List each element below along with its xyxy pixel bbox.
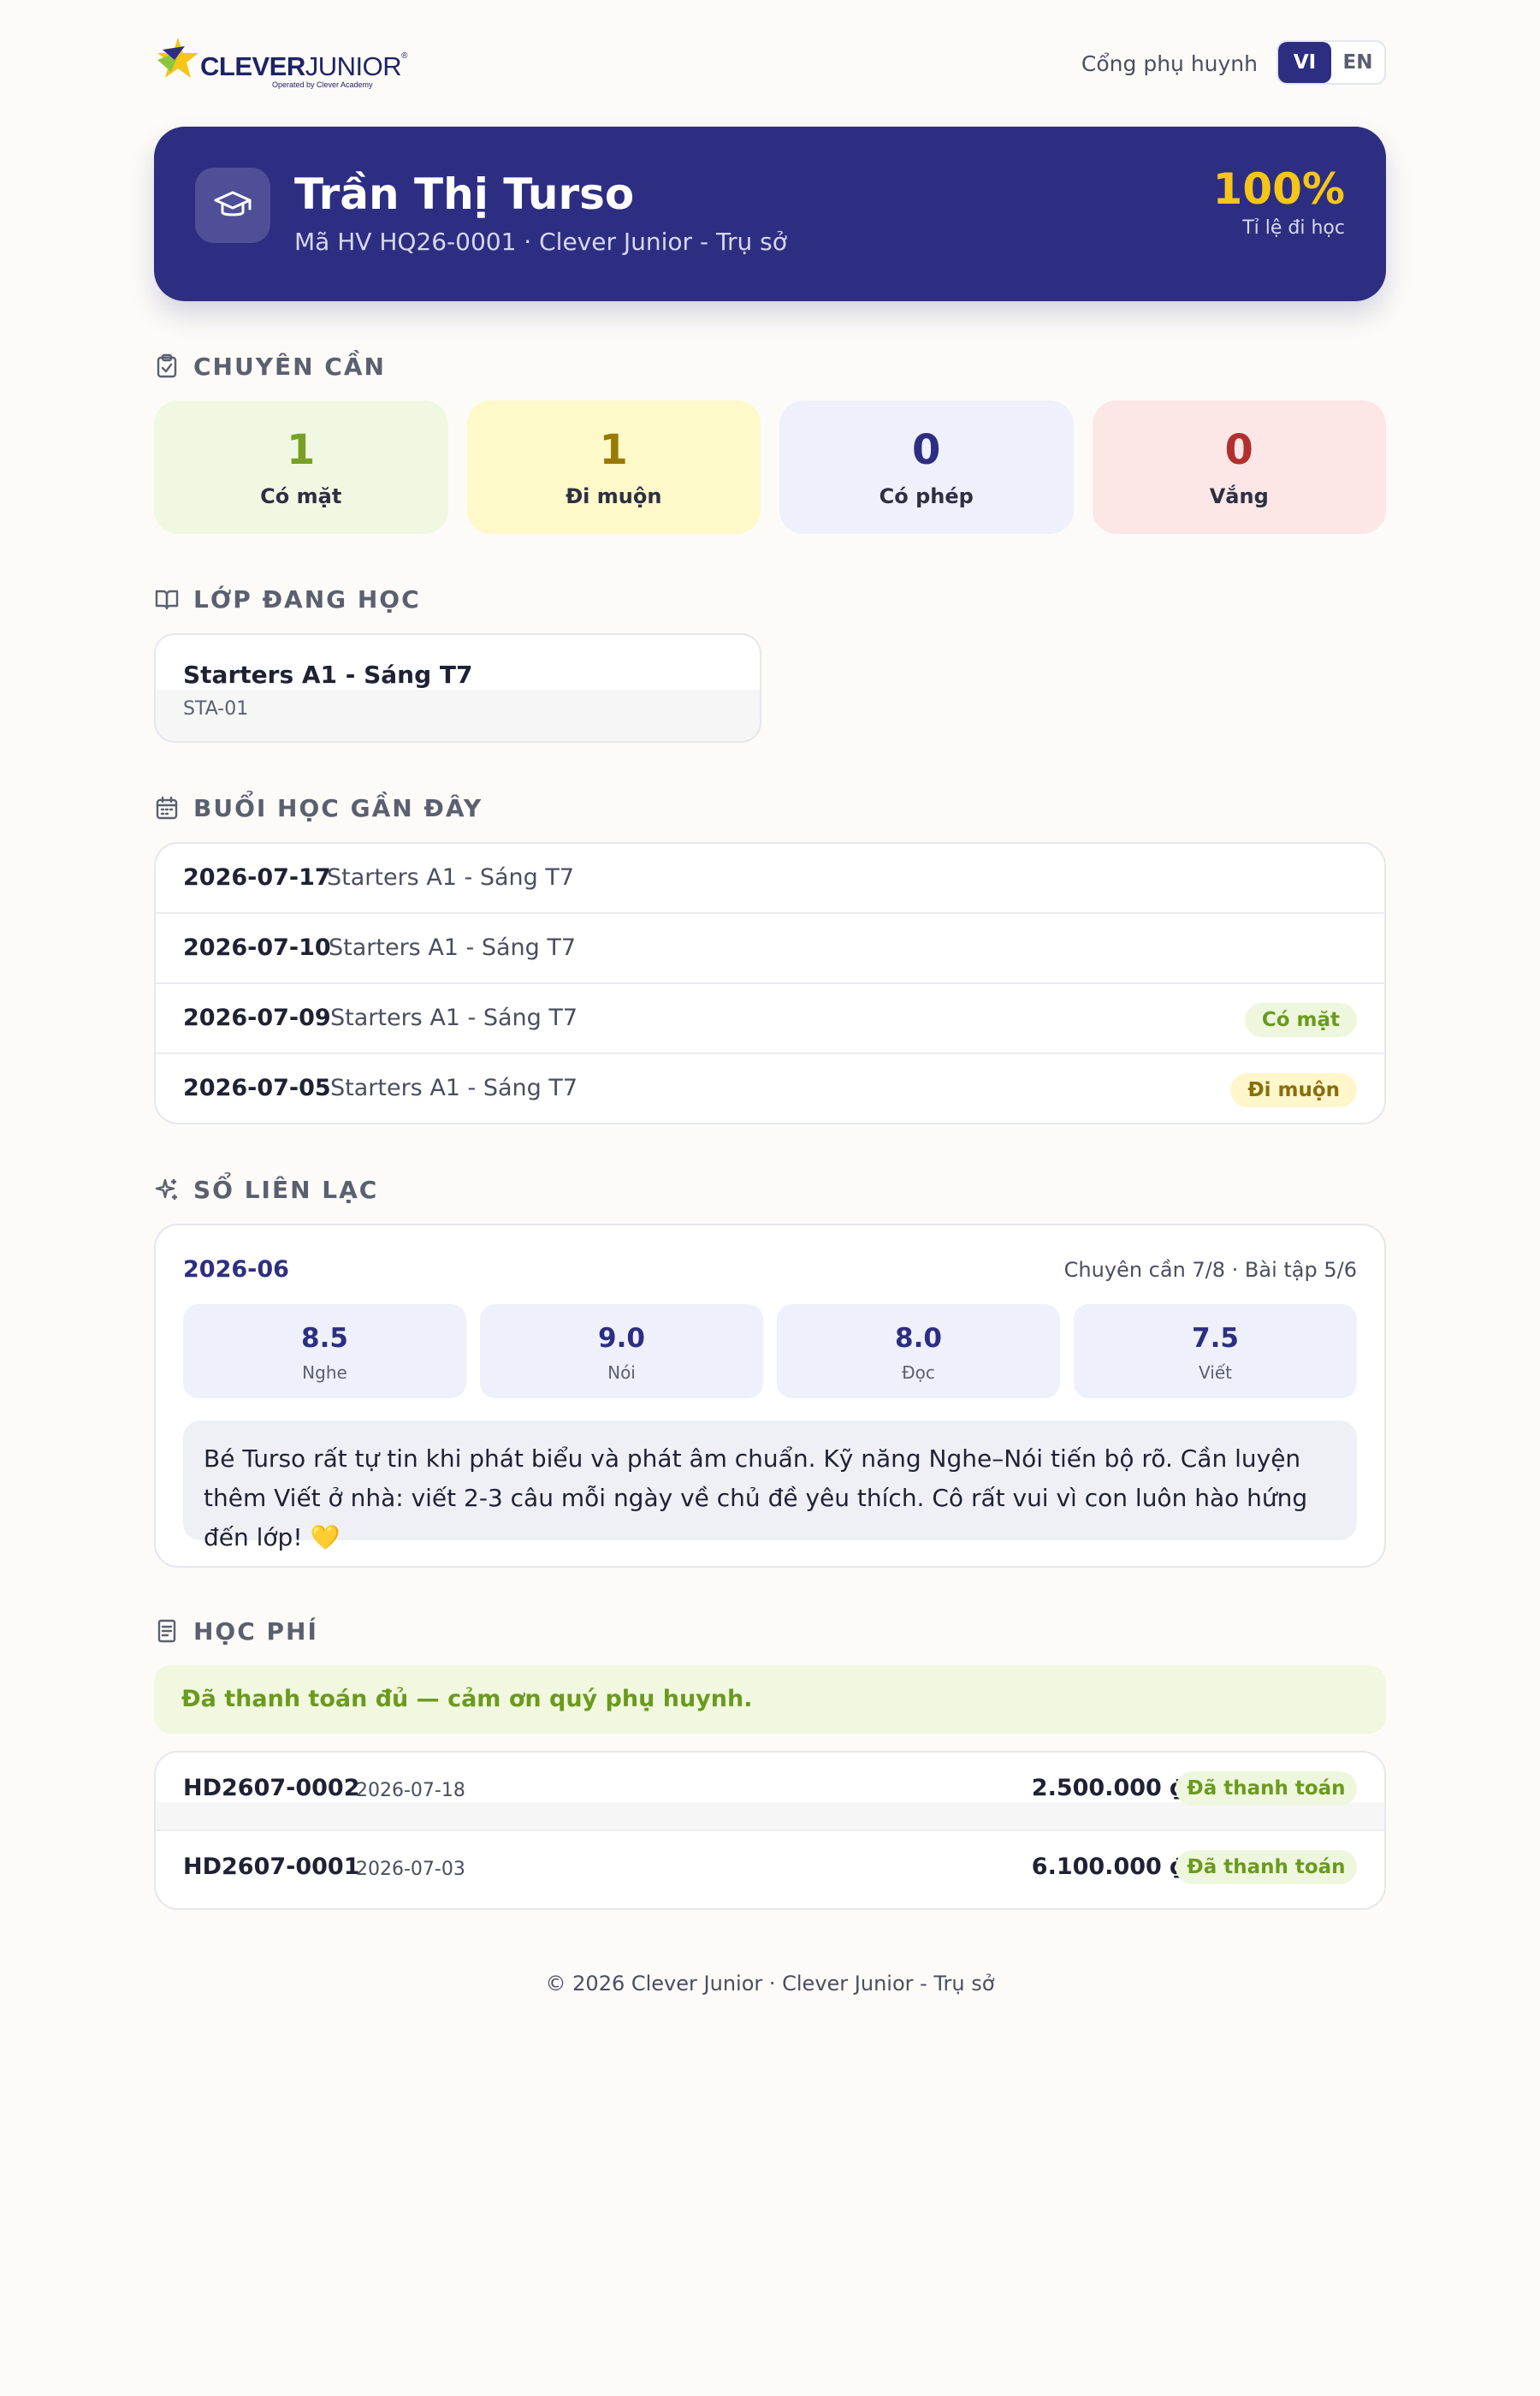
- invoice-list: HD2607-0002 2026-07-18 2.500.000 ₫ Đã th…: [154, 1751, 1386, 1910]
- score-value: 8.0: [895, 1323, 942, 1354]
- invoice-code: HD2607-0002: [183, 1775, 360, 1801]
- score-value: 9.0: [598, 1323, 645, 1354]
- score-skill: Đọc: [902, 1362, 935, 1383]
- star-logo-icon: [157, 38, 198, 78]
- attendance-stats: 1 Có mặt 1 Đi muộn 0 Có phép 0 Vắng: [154, 400, 1386, 534]
- invoice-amount: 6.100.000 ₫: [1031, 1853, 1186, 1880]
- table-row[interactable]: HD2607-0002 2026-07-18 2.500.000 ₫ Đã th…: [156, 1753, 1384, 1831]
- lang-en-button[interactable]: EN: [1342, 51, 1373, 74]
- session-class: Starters A1 - Sáng T7: [330, 1005, 578, 1031]
- invoice-code: HD2607-0001: [183, 1853, 360, 1880]
- stat-label: Có mặt: [260, 484, 342, 508]
- student-meta: Mã HV HQ26-0001 · Clever Junior - Trụ sở: [294, 228, 787, 256]
- clipboard-check-icon: [157, 353, 177, 378]
- score-listening: 8.5 Nghe: [183, 1304, 466, 1398]
- sessions-list: 2026-07-17 Starters A1 - Sáng T7 2026-07…: [154, 842, 1386, 1124]
- brand-logo[interactable]: CLEVERJUNIOR® Operated by Clever Academy: [154, 34, 408, 96]
- skill-scores: 8.5 Nghe 9.0 Nói 8.0 Đọc 7.5 Viết: [183, 1304, 1357, 1398]
- stat-absent: 0 Vắng: [1092, 400, 1386, 534]
- invoice-date: 2026-07-18: [356, 1780, 465, 1801]
- language-switcher: VI EN: [1276, 40, 1386, 85]
- list-item[interactable]: 2026-07-09 Starters A1 - Sáng T7 Có mặt: [156, 984, 1384, 1054]
- session-date: 2026-07-05: [183, 1075, 331, 1101]
- class-code: STA-01: [183, 698, 249, 720]
- student-name: Trần Thị Turso: [294, 169, 635, 219]
- score-value: 8.5: [301, 1323, 348, 1354]
- session-date: 2026-07-09: [183, 1005, 331, 1031]
- score-reading: 8.0 Đọc: [777, 1304, 1060, 1398]
- score-value: 7.5: [1192, 1323, 1239, 1354]
- report-book-title: SỔ LIÊN LẠC: [193, 1175, 379, 1204]
- table-row[interactable]: HD2607-0001 2026-07-03 6.100.000 ₫ Đã th…: [156, 1831, 1384, 1908]
- brand-wordmark: CLEVERJUNIOR®: [200, 51, 408, 81]
- tuition-title: HỌC PHÍ: [193, 1616, 318, 1646]
- status-badge: Đi muộn: [1230, 1073, 1357, 1107]
- lang-vi-button[interactable]: VI: [1278, 42, 1331, 83]
- stat-label: Đi muộn: [566, 484, 662, 508]
- stat-late: 1 Đi muộn: [466, 400, 761, 534]
- list-item[interactable]: 2026-07-17 Starters A1 - Sáng T7: [156, 844, 1384, 914]
- stat-value: 1: [599, 426, 628, 474]
- status-badge: Có mặt: [1244, 1003, 1357, 1037]
- graduation-cap-icon: [195, 168, 270, 243]
- status-badge: Đã thanh toán: [1176, 1771, 1357, 1806]
- attendance-title: CHUYÊN CẦN: [193, 352, 386, 381]
- status-badge: Đã thanh toán: [1176, 1850, 1357, 1884]
- attendance-section-heading: CHUYÊN CẦN: [154, 349, 386, 383]
- content-column: CLEVERJUNIOR® Operated by Clever Academy…: [154, 0, 1386, 1996]
- attendance-rate-label: Tỉ lệ đi học: [1242, 217, 1345, 239]
- stat-label: Có phép: [879, 484, 974, 508]
- session-class: Starters A1 - Sáng T7: [330, 1075, 578, 1101]
- portal-label: Cổng phụ huynh: [1081, 51, 1258, 76]
- score-speaking: 9.0 Nói: [480, 1304, 763, 1398]
- stat-value: 0: [912, 426, 941, 474]
- report-month: 2026-06: [183, 1256, 289, 1283]
- recent-sessions-section-heading: BUỔI HỌC GẦN ĐÂY: [154, 791, 483, 825]
- report-book-card: 2026-06 Chuyên cần 7/8 · Bài tập 5/6 8.5…: [154, 1224, 1386, 1568]
- current-class-title: LỚP ĐANG HỌC: [193, 584, 421, 614]
- top-bar: CLEVERJUNIOR® Operated by Clever Academy…: [154, 0, 1386, 127]
- stat-value: 0: [1224, 426, 1253, 474]
- report-book-section-heading: SỔ LIÊN LẠC: [154, 1172, 378, 1207]
- student-hero-card: Trần Thị Turso Mã HV HQ26-0001 · Clever …: [154, 127, 1386, 301]
- session-class: Starters A1 - Sáng T7: [327, 864, 575, 891]
- invoice-amount: 2.500.000 ₫: [1031, 1775, 1186, 1801]
- score-skill: Nói: [607, 1362, 636, 1383]
- list-item[interactable]: 2026-07-05 Starters A1 - Sáng T7 Đi muộn: [156, 1054, 1384, 1123]
- session-class: Starters A1 - Sáng T7: [329, 934, 577, 961]
- sparkles-icon: [155, 1178, 177, 1200]
- current-class-section-heading: LỚP ĐANG HỌC: [154, 582, 421, 616]
- class-card-top: [156, 635, 760, 690]
- class-card[interactable]: Starters A1 - Sáng T7 STA-01: [154, 633, 761, 743]
- paid-banner: Đã thanh toán đủ — cảm ơn quý phụ huynh.: [154, 1665, 1386, 1734]
- list-item[interactable]: 2026-07-10 Starters A1 - Sáng T7: [156, 914, 1384, 984]
- stat-excused: 0 Có phép: [779, 400, 1074, 534]
- teacher-comment: Bé Turso rất tự tin khi phát biểu và phá…: [183, 1420, 1357, 1551]
- stat-label: Vắng: [1209, 484, 1269, 508]
- tuition-section-heading: HỌC PHÍ: [154, 1614, 318, 1648]
- paid-message: Đã thanh toán đủ — cảm ơn quý phụ huynh.: [181, 1686, 753, 1712]
- stat-present: 1 Có mặt: [154, 400, 448, 534]
- receipt-icon: [157, 1619, 176, 1643]
- recent-sessions-title: BUỔI HỌC GẦN ĐÂY: [193, 793, 483, 822]
- session-date: 2026-07-17: [183, 864, 331, 891]
- score-skill: Nghe: [302, 1362, 347, 1383]
- score-writing: 7.5 Viết: [1074, 1304, 1357, 1398]
- brand-operated-by: Operated by Clever Academy: [272, 80, 373, 89]
- calendar-icon: [156, 796, 178, 820]
- class-name: Starters A1 - Sáng T7: [183, 661, 473, 689]
- report-summary: Chuyên cần 7/8 · Bài tập 5/6: [1063, 1258, 1357, 1282]
- session-date: 2026-07-10: [183, 934, 331, 961]
- stat-value: 1: [287, 426, 316, 474]
- score-skill: Viết: [1199, 1362, 1232, 1383]
- invoice-date: 2026-07-03: [356, 1859, 465, 1880]
- open-book-icon: [155, 590, 179, 610]
- footer-text: © 2026 Clever Junior · Clever Junior - T…: [545, 1972, 995, 1996]
- attendance-rate-value: 100%: [1212, 164, 1345, 214]
